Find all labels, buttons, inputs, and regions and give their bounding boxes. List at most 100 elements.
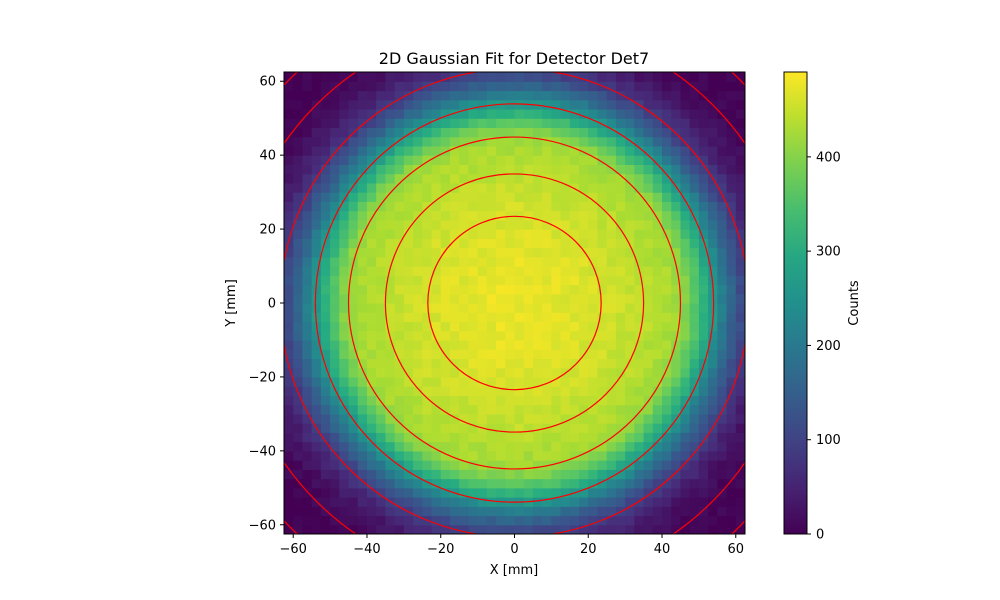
heatmap-cell [615, 256, 626, 267]
heatmap-cell [468, 256, 479, 267]
heatmap-cell [615, 432, 626, 443]
heatmap-cell [551, 303, 562, 313]
heatmap-cell [403, 229, 414, 239]
heatmap-cell [320, 247, 331, 258]
heatmap-cell [698, 395, 709, 406]
heatmap-cell [606, 99, 617, 110]
heatmap-cell [514, 349, 525, 360]
heatmap-cell [671, 386, 682, 396]
heatmap-cell [560, 358, 571, 369]
heatmap-cell [357, 155, 368, 165]
heatmap-cell [468, 358, 479, 369]
heatmap-cell [551, 487, 562, 498]
heatmap-cell [615, 136, 626, 147]
heatmap-cell [689, 72, 700, 82]
heatmap-cell [394, 506, 405, 517]
heatmap-cell [385, 404, 396, 415]
heatmap-cell [477, 460, 488, 470]
heatmap-cell [284, 118, 294, 129]
heatmap-cell [708, 201, 718, 212]
heatmap-cell [413, 229, 423, 239]
colorbar-tick-label: 100 [816, 433, 841, 448]
heatmap-cell [726, 238, 737, 249]
heatmap-cell [348, 423, 359, 433]
heatmap-cell [440, 303, 451, 313]
heatmap-cell [284, 90, 294, 101]
heatmap-cell [431, 312, 442, 323]
heatmap-cell [689, 99, 700, 110]
heatmap-cell [606, 284, 617, 295]
heatmap-cell [496, 229, 506, 239]
heatmap-cell [302, 72, 313, 82]
heatmap-cell [689, 108, 700, 119]
heatmap-cell [523, 256, 534, 267]
heatmap-cell [348, 182, 359, 193]
heatmap-cell [422, 256, 433, 267]
heatmap-cell [311, 247, 322, 258]
heatmap-cell [735, 404, 745, 415]
heatmap-cell [339, 487, 350, 498]
heatmap-cell [311, 478, 322, 489]
heatmap-cell [357, 339, 368, 350]
heatmap-cell [652, 330, 663, 341]
heatmap-cell [293, 423, 304, 433]
heatmap-cell [717, 90, 728, 101]
heatmap-cell [505, 469, 516, 480]
heatmap-cell [357, 164, 368, 175]
heatmap-cell [689, 312, 700, 323]
heatmap-cell [597, 173, 608, 184]
heatmap-cell [689, 173, 700, 184]
heatmap-cell [634, 275, 645, 286]
heatmap-cell [597, 312, 608, 323]
heatmap-cell [330, 229, 340, 239]
heatmap-cell [671, 256, 682, 267]
heatmap-cell [708, 238, 718, 249]
heatmap-cell [542, 192, 552, 202]
heatmap-cell [320, 330, 331, 341]
heatmap-cell [311, 506, 322, 517]
heatmap-cell [532, 497, 543, 507]
heatmap-cell [302, 229, 313, 239]
heatmap-cell [514, 219, 525, 230]
heatmap-cell [302, 173, 313, 184]
heatmap-cell [532, 339, 543, 350]
heatmap-cell [459, 312, 469, 323]
heatmap-cell [698, 127, 709, 138]
heatmap-cell [542, 321, 552, 332]
heatmap-cell [662, 312, 672, 323]
heatmap-cell [717, 219, 728, 230]
heatmap-cell [523, 72, 534, 82]
heatmap-cell [339, 247, 350, 258]
heatmap-cell [385, 469, 396, 480]
heatmap-cell [634, 219, 645, 230]
heatmap-cell [440, 386, 451, 396]
heatmap-cell [311, 330, 322, 341]
heatmap-cell [357, 367, 368, 378]
heatmap-cell [615, 275, 626, 286]
heatmap-cell [293, 81, 304, 92]
heatmap-cell [615, 460, 626, 470]
heatmap-cell [459, 395, 469, 406]
heatmap-cell [477, 524, 488, 534]
heatmap-cell [717, 182, 728, 193]
heatmap-cell [302, 266, 313, 276]
heatmap-cell [422, 284, 433, 295]
heatmap-cell [597, 478, 608, 489]
heatmap-cell [385, 367, 396, 378]
heatmap-cell [680, 173, 691, 184]
heatmap-cell [302, 423, 313, 433]
heatmap-cell [560, 284, 571, 295]
heatmap-cell [717, 386, 728, 396]
heatmap-cell [579, 497, 589, 507]
heatmap-cell [486, 432, 497, 443]
heatmap-cell [496, 367, 506, 378]
heatmap-cell [477, 210, 488, 221]
heatmap-cell [606, 367, 617, 378]
heatmap-cell [588, 72, 599, 82]
heatmap-cell [634, 413, 645, 424]
heatmap-cell [366, 515, 377, 526]
heatmap-cell [320, 386, 331, 396]
heatmap-cell [449, 247, 460, 258]
heatmap-cell [634, 72, 645, 82]
